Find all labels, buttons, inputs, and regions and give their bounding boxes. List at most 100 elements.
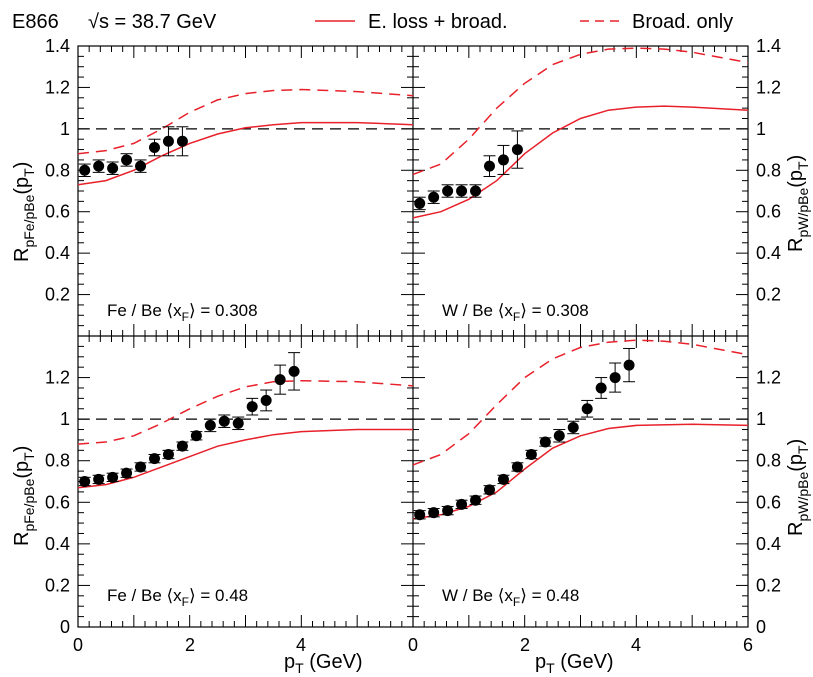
plot-area: 0.2 0.20.4 0.40.6 0.60.8 0.81 11.2 1.21.4 1.40 0… — [45, 36, 781, 655]
panel4-data-point — [470, 494, 482, 506]
panel1-broad-only-curve — [77, 88, 414, 155]
panel-label-w-308: W / Be ⟨xF⟩ = 0.308 — [442, 301, 589, 324]
panel1-data-point — [176, 135, 188, 147]
panel4-data-point — [511, 461, 523, 473]
y-tick-label-right: 0.6 — [756, 492, 781, 512]
y-tick-label-right: 0.4 — [756, 243, 781, 263]
panel3-data-point — [246, 401, 258, 413]
panel2-data-point — [483, 160, 495, 172]
y-tick-label-left: 0.2 — [45, 575, 70, 595]
panel3-data-point — [79, 476, 91, 487]
panel2-broad-only-curve — [412, 47, 749, 176]
panel4-data-point — [567, 421, 579, 433]
panel3-data-point — [148, 453, 160, 465]
x-tick-label: 0 — [408, 635, 418, 655]
panel4-broad-only-curve — [412, 339, 749, 466]
panel2-eloss-broad-curve — [412, 105, 749, 219]
panel1-data-point — [162, 135, 174, 147]
experiment-label: E866 — [12, 11, 59, 33]
panel3-data-point — [288, 365, 300, 377]
x-tick-label: 0 — [73, 635, 83, 655]
y-axis-label-left-bottom: RpFe/pBe(pT) — [11, 446, 37, 546]
legend-eloss-label: E. loss + broad. — [368, 11, 508, 33]
panel2-data-point — [456, 185, 468, 197]
panel4-data-point — [456, 498, 468, 510]
y-tick-label-left: 1.2 — [45, 368, 70, 388]
panel1-eloss-broad-curve — [77, 121, 414, 186]
panel-label-fe-308: Fe / Be ⟨xF⟩ = 0.308 — [107, 301, 258, 324]
x-tick-label: 6 — [743, 635, 753, 655]
y-axis-label-right-top: RpW/pBe(pT) — [785, 155, 811, 252]
panel3-data-point — [93, 473, 105, 485]
y-axis-label-left-top: RpFe/pBe(pT) — [11, 162, 37, 262]
panel3-data-point — [176, 440, 188, 452]
panel4-data-point — [595, 382, 607, 394]
y-tick-label-right: 0.4 — [756, 534, 781, 554]
y-tick-label-right: 1.2 — [756, 77, 781, 97]
y-tick-label-right: 1.4 — [756, 36, 781, 56]
panel2-data-point — [511, 144, 523, 156]
y-tick-label-left: 1.2 — [45, 77, 70, 97]
panel4-data-point — [497, 473, 509, 485]
panel1-data-point — [135, 160, 147, 172]
panel1-data-point — [93, 160, 105, 172]
panel3-broad-only-curve — [77, 379, 414, 445]
y-tick-label-left: 0.8 — [45, 160, 70, 180]
panel3-data-point — [260, 394, 272, 406]
panel2-data-point — [442, 185, 454, 197]
panel4-data-point — [623, 359, 635, 371]
y-tick-label-right: 1 — [756, 409, 766, 429]
y-tick-label-right: 1 — [756, 119, 766, 139]
y-tick-label-left: 0 — [60, 617, 70, 637]
x-tick-label: 2 — [185, 635, 195, 655]
y-tick-label-left: 0.2 — [45, 285, 70, 305]
y-tick-label-right: 0.6 — [756, 202, 781, 222]
panel3-data-point — [232, 417, 244, 429]
x-tick-label: 4 — [296, 635, 306, 655]
panel4-data-point — [553, 430, 565, 442]
y-tick-label-left: 1 — [60, 409, 70, 429]
y-tick-label-left: 0.6 — [45, 492, 70, 512]
x-axis-label-right: pT (GeV) — [535, 651, 614, 676]
panel1-data-point — [121, 154, 133, 166]
panel4-data-point — [539, 436, 551, 448]
panel2-data-point — [414, 197, 426, 209]
panel2-data-point — [470, 185, 482, 197]
y-tick-label-left: 0.6 — [45, 202, 70, 222]
y-tick-label-left: 0.4 — [45, 534, 70, 554]
panel1-data-point — [79, 164, 91, 176]
y-tick-label-right: 0.2 — [756, 575, 781, 595]
y-tick-label-left: 1.4 — [45, 36, 70, 56]
x-tick-label: 4 — [631, 635, 641, 655]
panel4-data-point — [525, 448, 537, 460]
panel2-data-point — [428, 191, 440, 203]
panel4-data-point — [483, 484, 495, 496]
panel4-data-point — [428, 507, 440, 519]
panel3-data-point — [121, 467, 133, 479]
panel1-data-point — [107, 162, 119, 174]
panel3-data-point — [204, 419, 216, 431]
panel4-data-point — [414, 509, 426, 521]
panel3-data-point — [218, 415, 230, 427]
y-tick-label-right: 0.8 — [756, 451, 781, 471]
panel3-data-point — [162, 448, 174, 460]
panel3-data-point — [107, 471, 119, 483]
panel3-data-point — [190, 430, 202, 442]
y-tick-label-right: 0.8 — [756, 160, 781, 180]
panel-label-fe-48: Fe / Be ⟨xF⟩ = 0.48 — [107, 586, 248, 609]
panel4-data-point — [609, 372, 621, 384]
x-axis-label-left: pT (GeV) — [284, 651, 363, 676]
y-tick-label-right: 0 — [756, 617, 766, 637]
panel1-data-point — [148, 142, 160, 153]
panel3-eloss-broad-curve — [77, 428, 413, 489]
y-tick-label-right: 0.2 — [756, 285, 781, 305]
panel-label-w-48: W / Be ⟨xF⟩ = 0.48 — [442, 586, 579, 609]
panel3-data-point — [274, 374, 286, 386]
y-tick-label-right: 1.2 — [756, 368, 781, 388]
x-tick-label: 2 — [520, 635, 530, 655]
y-tick-label-left: 0.4 — [45, 243, 70, 263]
y-tick-label-left: 0.8 — [45, 451, 70, 471]
panel2-data-point — [497, 154, 509, 166]
panel3-data-point — [135, 461, 147, 473]
